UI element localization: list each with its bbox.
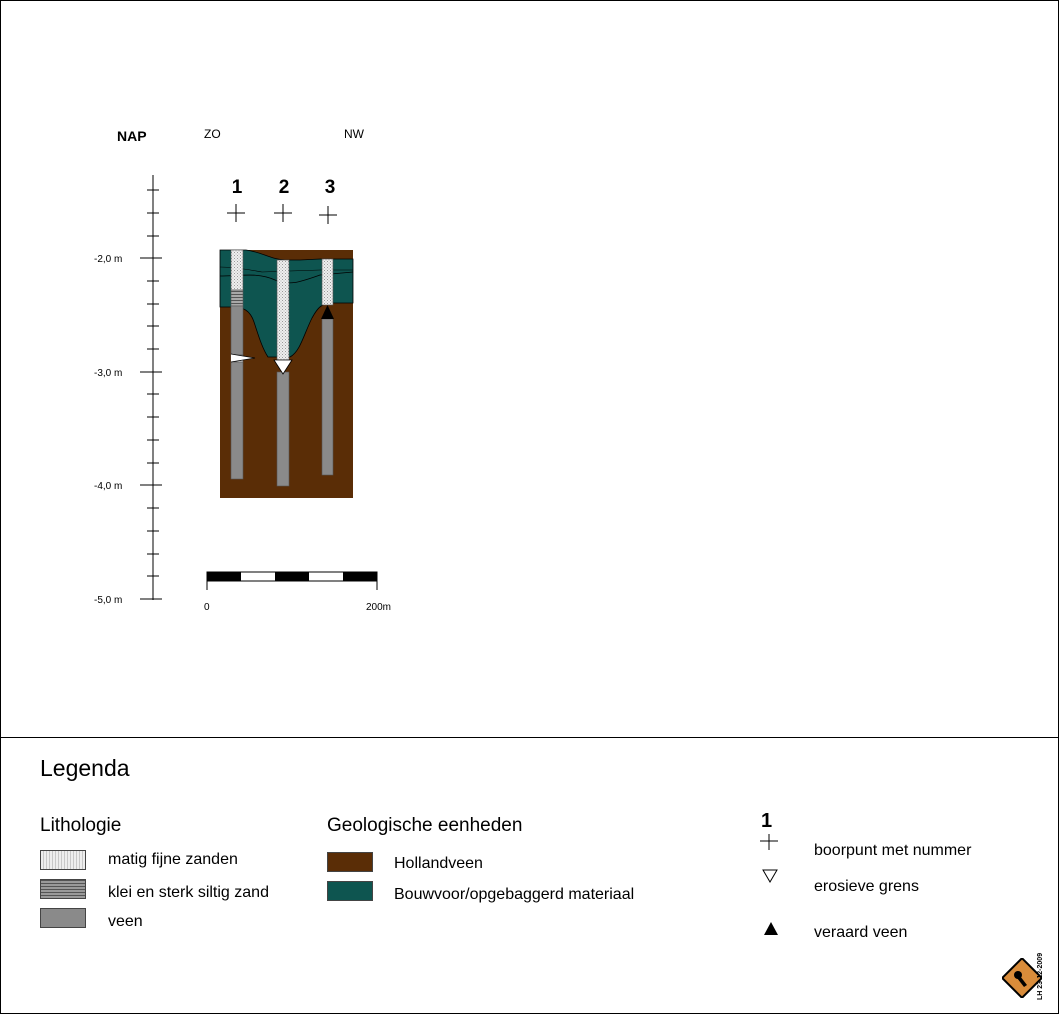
- erosion-boundary-marker: [230, 353, 256, 363]
- direction-left: ZO: [204, 127, 221, 141]
- triangle-down-icon: [762, 869, 778, 883]
- borehole-2-peat: [276, 371, 290, 487]
- borehole-1-peat: [230, 361, 244, 480]
- lithology-heading: Lithologie: [40, 815, 122, 836]
- lithology-item: matig fijne zanden: [108, 851, 238, 868]
- cross-section-diagram: NAP ZO NW -2,0 m -3,0 m -4,0 m -5,0 m 1 …: [94, 127, 391, 613]
- clay-swatch: [40, 879, 86, 899]
- borehole-number: 3: [325, 177, 336, 198]
- depth-axis: [140, 175, 162, 600]
- legend-divider: [0, 737, 1059, 738]
- plus-icon: [760, 834, 778, 850]
- date-stamp: LH 23-12-2009: [1037, 952, 1044, 1000]
- borehole-3-sand: [321, 258, 334, 306]
- scale-start-label: 0: [204, 602, 210, 613]
- borehole-1-sand: [230, 249, 244, 291]
- lithology-item: klei en sterk siltig zand: [108, 884, 269, 901]
- symbol-number: 1: [761, 810, 773, 832]
- plus-icon: [274, 204, 292, 222]
- borehole-1-clay: [230, 289, 244, 307]
- borehole-2-sand: [276, 259, 290, 361]
- geology-heading: Geologische eenheden: [327, 815, 523, 836]
- symbol-item: erosieve grens: [814, 878, 919, 895]
- symbol-item: veraard veen: [814, 924, 908, 941]
- direction-right: NW: [344, 127, 365, 141]
- depth-tick-label: -4,0 m: [94, 481, 122, 492]
- scale-bar: [206, 571, 378, 590]
- plus-icon: [227, 204, 245, 222]
- hollandveen-swatch: [327, 852, 373, 872]
- borehole-number: 1: [232, 177, 243, 198]
- depth-tick-label: -2,0 m: [94, 254, 122, 265]
- geology-item: Hollandveen: [394, 855, 483, 872]
- scale-end-label: 200m: [366, 602, 391, 613]
- triangle-up-icon: [321, 305, 334, 319]
- borehole-number: 2: [279, 177, 290, 198]
- geology-item: Bouwvoor/opgebaggerd materiaal: [394, 886, 635, 903]
- borehole-1-peat: [230, 305, 244, 356]
- borehole-3-peat: [321, 318, 334, 476]
- plus-icon: [319, 206, 337, 224]
- legend-title: Legenda: [40, 755, 130, 781]
- datum-label: NAP: [117, 128, 147, 144]
- symbol-item: boorpunt met nummer: [814, 842, 972, 859]
- triangle-down-icon: [273, 359, 293, 375]
- legend-symbols: [760, 834, 778, 935]
- depth-tick-label: -5,0 m: [94, 595, 122, 606]
- logo-icon: [1002, 958, 1042, 998]
- depth-tick-label: -3,0 m: [94, 368, 122, 379]
- sand-swatch: [40, 850, 86, 870]
- bouwvoor-swatch: [327, 881, 373, 901]
- peat-swatch: [40, 908, 86, 928]
- triangle-up-icon: [764, 922, 778, 935]
- lithology-item: veen: [108, 913, 143, 930]
